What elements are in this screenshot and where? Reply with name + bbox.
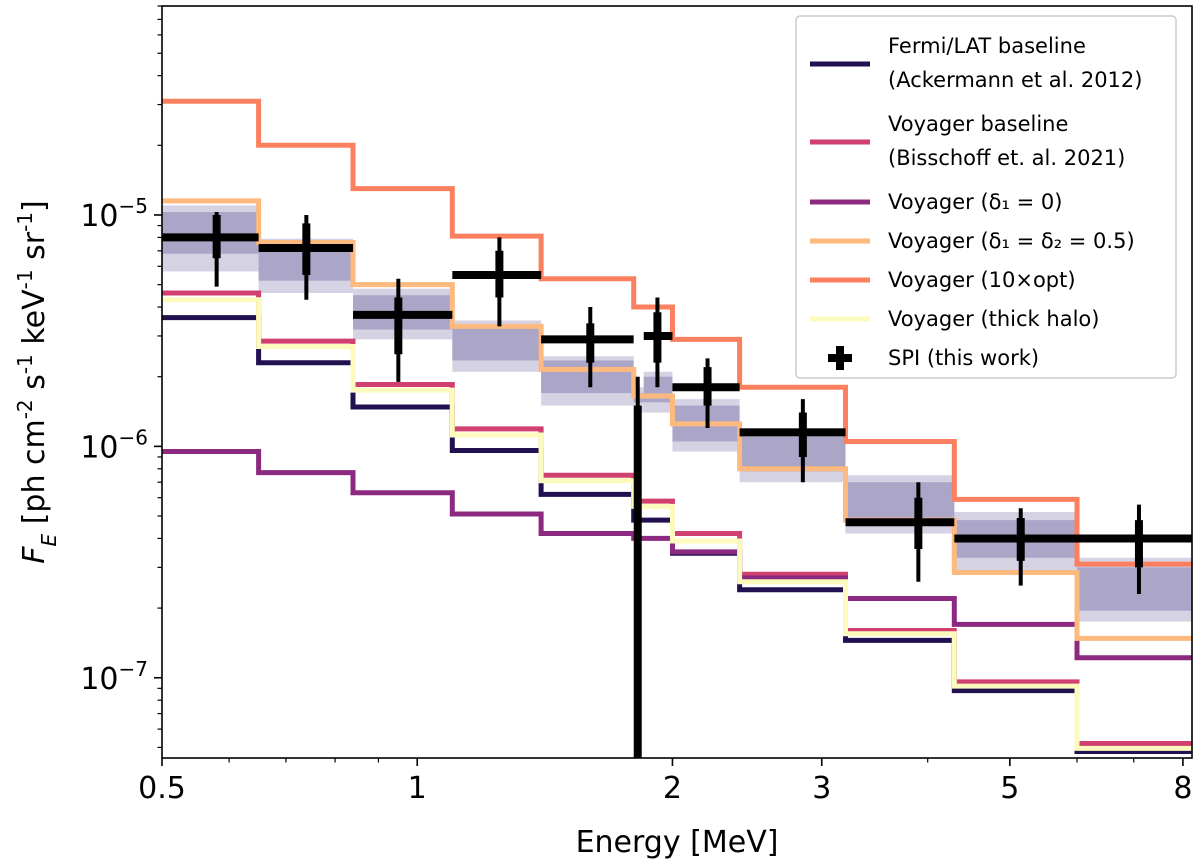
legend: Fermi/LAT baseline (Ackermann et al. 2012… xyxy=(795,15,1177,379)
x-tick-label: 8 xyxy=(1173,771,1192,806)
spi-point xyxy=(452,237,542,327)
legend-label-0-line2: (Ackermann et al. 2012) xyxy=(888,68,1142,92)
y-tick-label: 10−7 xyxy=(80,657,148,697)
spi-point xyxy=(541,307,634,388)
series-line-4 xyxy=(162,98,1192,567)
x-tick-label: 5 xyxy=(1000,771,1019,806)
spi-point xyxy=(845,482,955,582)
plot-frame xyxy=(161,5,1193,759)
spi-point xyxy=(954,508,1077,586)
legend-box xyxy=(795,15,1177,379)
spi-data-points xyxy=(162,211,1192,758)
spi-point xyxy=(643,297,673,388)
x-tick-label: 1 xyxy=(408,771,427,806)
band-inner-8 xyxy=(739,436,846,472)
model-step-lines xyxy=(162,98,1192,754)
x-tick-label: 0.5 xyxy=(138,771,186,806)
spi-point xyxy=(672,358,740,429)
legend-label-1: Voyager baseline xyxy=(888,112,1068,136)
band-inner-11 xyxy=(1076,567,1192,611)
x-tick-label: 3 xyxy=(812,771,831,806)
spi-point xyxy=(162,211,259,287)
spi-point xyxy=(1076,504,1192,595)
legend-label-spi: SPI (this work) xyxy=(888,346,1039,370)
series-line-3 xyxy=(162,198,1192,641)
y-tick-label: 10−6 xyxy=(80,425,148,465)
spi-point xyxy=(739,399,846,483)
legend-label-3: Voyager (δ₁ = δ₂ = 0.5) xyxy=(888,229,1135,253)
legend-label-2: Voyager (δ₁ = 0) xyxy=(888,190,1062,214)
y-tick-label: 10−5 xyxy=(80,194,148,234)
band-inner-3 xyxy=(452,326,542,361)
legend-label-1-line2: (Bisschoff et. al. 2021) xyxy=(888,146,1125,170)
spi-point xyxy=(353,278,453,382)
spi-point xyxy=(258,214,354,300)
x-axis-label: Energy [MeV] xyxy=(576,825,779,860)
legend-label-4: Voyager (10×opt) xyxy=(888,268,1076,292)
axes: 0.5 1 2 3 5 8 10−5 10−6 10−7 Energy [MeV] FE [ph c… xyxy=(13,5,1193,860)
legend-label-0: Fermi/LAT baseline xyxy=(888,34,1086,58)
band-inner-4 xyxy=(541,360,634,394)
band-inner-0 xyxy=(162,211,259,254)
series-line-5 xyxy=(162,297,1192,751)
series-line-2 xyxy=(162,449,1192,661)
legend-label-5: Voyager (thick halo) xyxy=(888,307,1099,331)
y-axis-label: FE [ph cm-2 s-1 keV-1 sr-1] xyxy=(13,200,61,564)
x-tick-label: 2 xyxy=(663,771,682,806)
band-inner-9 xyxy=(845,482,955,521)
